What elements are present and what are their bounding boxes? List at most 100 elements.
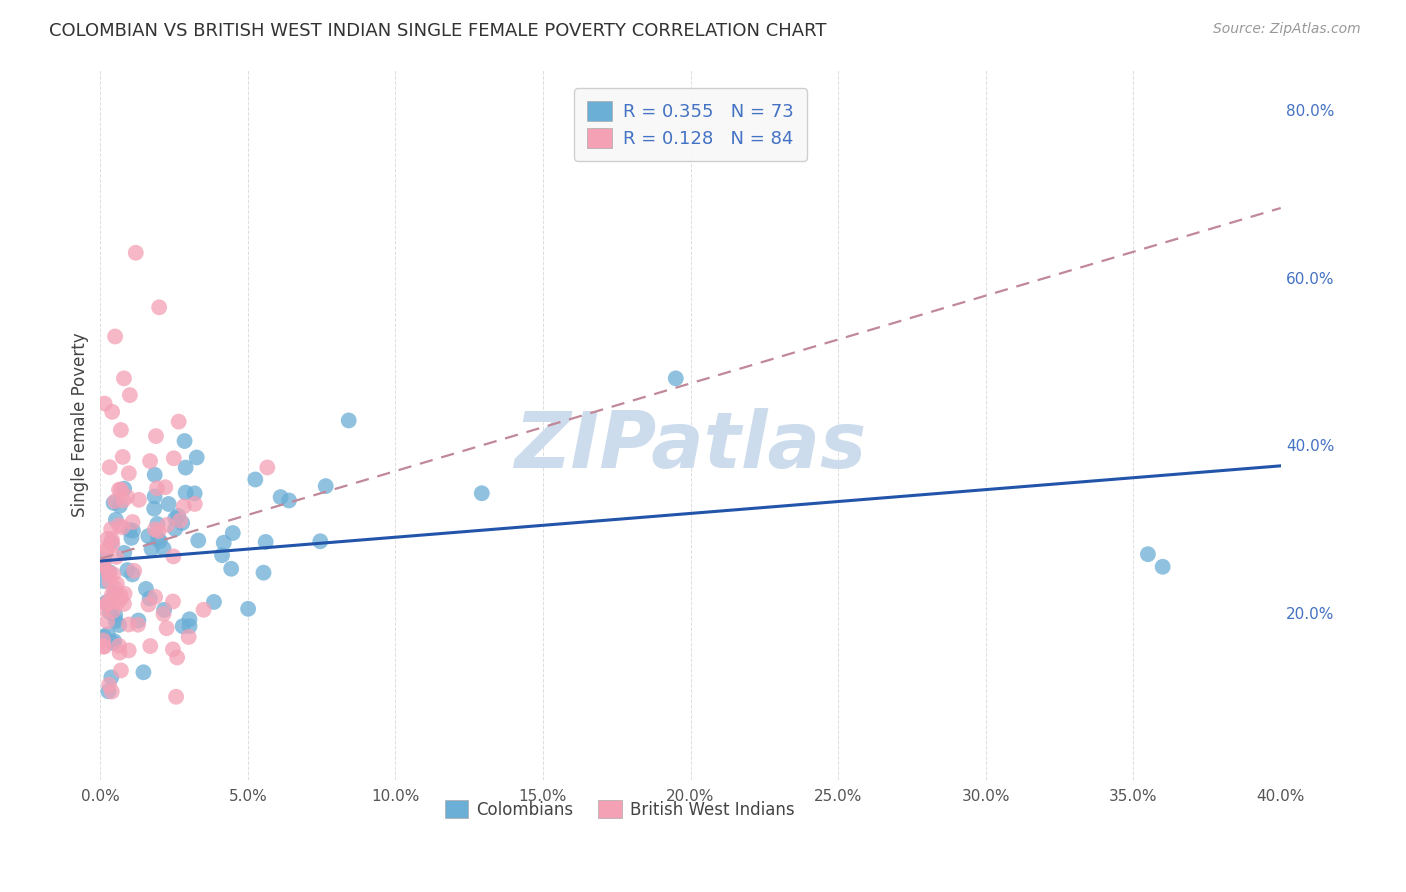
- Point: [114, 587, 136, 601]
- Point: [152, 541, 174, 556]
- Point: [101, 405, 124, 419]
- Point: [1136, 547, 1159, 561]
- Point: [101, 587, 124, 601]
- Point: [100, 522, 122, 536]
- Point: [93, 601, 115, 615]
- Point: [211, 548, 233, 562]
- Point: [118, 467, 141, 481]
- Point: [104, 614, 127, 628]
- Point: [103, 634, 125, 648]
- Point: [148, 524, 170, 538]
- Point: [165, 511, 187, 525]
- Point: [202, 595, 225, 609]
- Point: [118, 617, 141, 632]
- Text: Source: ZipAtlas.com: Source: ZipAtlas.com: [1213, 22, 1361, 37]
- Point: [665, 371, 688, 385]
- Point: [278, 493, 301, 508]
- Point: [91, 640, 114, 654]
- Point: [110, 591, 132, 606]
- Point: [1152, 559, 1174, 574]
- Point: [93, 574, 115, 588]
- Point: [104, 582, 127, 596]
- Point: [110, 423, 132, 437]
- Point: [96, 615, 118, 629]
- Point: [254, 535, 277, 549]
- Point: [98, 575, 121, 590]
- Point: [97, 684, 120, 698]
- Point: [103, 567, 125, 582]
- Point: [163, 451, 186, 466]
- Point: [139, 454, 162, 468]
- Point: [167, 415, 190, 429]
- Point: [122, 524, 145, 538]
- Point: [111, 450, 134, 464]
- Point: [115, 490, 138, 504]
- Point: [186, 450, 208, 465]
- Point: [96, 532, 118, 546]
- Point: [167, 508, 190, 523]
- Point: [108, 499, 131, 513]
- Point: [162, 642, 184, 657]
- Point: [174, 460, 197, 475]
- Point: [112, 371, 135, 385]
- Point: [162, 594, 184, 608]
- Point: [98, 605, 121, 619]
- Point: [101, 636, 124, 650]
- Point: [101, 536, 124, 550]
- Point: [157, 497, 180, 511]
- Point: [127, 617, 149, 632]
- Text: COLOMBIAN VS BRITISH WEST INDIAN SINGLE FEMALE POVERTY CORRELATION CHART: COLOMBIAN VS BRITISH WEST INDIAN SINGLE …: [49, 22, 827, 40]
- Y-axis label: Single Female Poverty: Single Female Poverty: [72, 332, 89, 516]
- Point: [145, 429, 167, 443]
- Point: [118, 388, 141, 402]
- Point: [121, 567, 143, 582]
- Point: [143, 522, 166, 536]
- Point: [143, 467, 166, 482]
- Point: [91, 558, 114, 572]
- Point: [132, 665, 155, 680]
- Point: [121, 515, 143, 529]
- Point: [162, 549, 184, 564]
- Point: [103, 496, 125, 510]
- Point: [118, 643, 141, 657]
- Point: [337, 413, 360, 427]
- Point: [245, 473, 267, 487]
- Point: [118, 523, 141, 537]
- Point: [155, 480, 177, 494]
- Point: [93, 396, 115, 410]
- Point: [105, 577, 128, 591]
- Point: [120, 531, 142, 545]
- Point: [179, 619, 201, 633]
- Point: [98, 460, 121, 475]
- Point: [112, 493, 135, 508]
- Point: [91, 633, 114, 648]
- Point: [212, 535, 235, 549]
- Point: [139, 639, 162, 653]
- Point: [104, 329, 127, 343]
- Point: [97, 595, 120, 609]
- Point: [219, 562, 242, 576]
- Point: [96, 597, 118, 611]
- Point: [108, 639, 131, 653]
- Point: [179, 612, 201, 626]
- Point: [187, 533, 209, 548]
- Point: [193, 603, 215, 617]
- Point: [108, 483, 131, 497]
- Point: [96, 543, 118, 558]
- Text: ZIPatlas: ZIPatlas: [515, 408, 866, 483]
- Point: [93, 553, 115, 567]
- Point: [184, 497, 207, 511]
- Point: [141, 541, 163, 556]
- Point: [153, 603, 176, 617]
- Point: [112, 546, 135, 560]
- Point: [138, 529, 160, 543]
- Point: [127, 614, 149, 628]
- Point: [146, 516, 169, 531]
- Point: [143, 490, 166, 504]
- Point: [128, 492, 150, 507]
- Point: [315, 479, 337, 493]
- Point: [104, 494, 127, 508]
- Point: [108, 618, 131, 632]
- Point: [125, 245, 148, 260]
- Point: [117, 563, 139, 577]
